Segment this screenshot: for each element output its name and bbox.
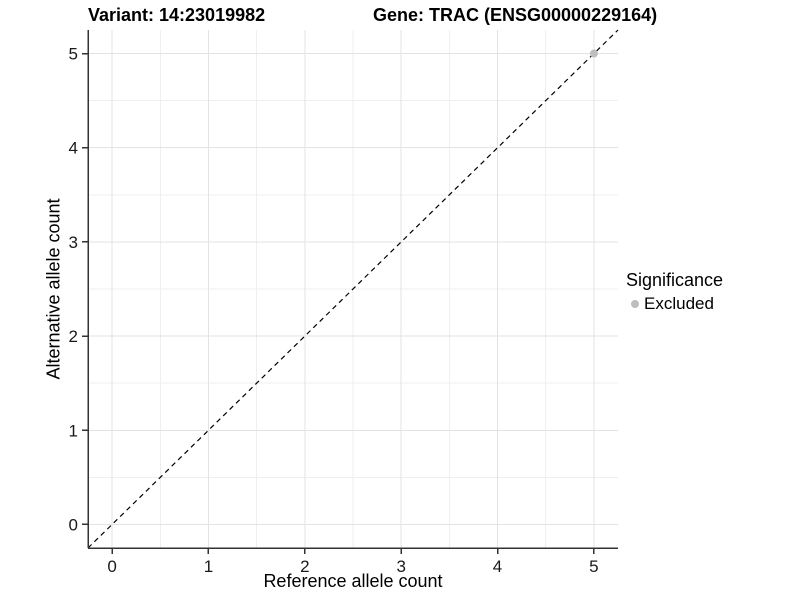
y-tick-label: 0 (69, 515, 78, 534)
y-tick-label: 1 (69, 421, 78, 440)
x-tick-label: 3 (396, 557, 405, 576)
x-axis-title: Reference allele count (263, 571, 443, 591)
legend-title: Significance (626, 270, 724, 290)
y-tick-label: 4 (69, 139, 78, 158)
y-axis-title: Alternative allele count (43, 198, 64, 380)
legend-point-icon (631, 300, 639, 308)
x-tick-label: 4 (493, 557, 502, 576)
y-tick-label: 2 (69, 327, 78, 346)
y-tick-label: 5 (69, 45, 78, 64)
plot-title-gene: Gene: TRAC (ENSG00000229164) (373, 5, 658, 25)
data-point (589, 49, 598, 58)
x-tick-label: 1 (204, 557, 213, 576)
x-tick-label: 0 (107, 557, 116, 576)
identity-reference-line (87, 29, 619, 549)
plot-title-variant: Variant: 14:23019982 (88, 5, 266, 25)
y-tick-label: 3 (69, 233, 78, 252)
x-tick-label: 5 (589, 557, 598, 576)
x-tick-label: 2 (300, 557, 309, 576)
legend-item-label: Excluded (644, 294, 714, 313)
legend: Significance Excluded (626, 270, 723, 314)
legend-item-excluded: Excluded (626, 294, 723, 314)
